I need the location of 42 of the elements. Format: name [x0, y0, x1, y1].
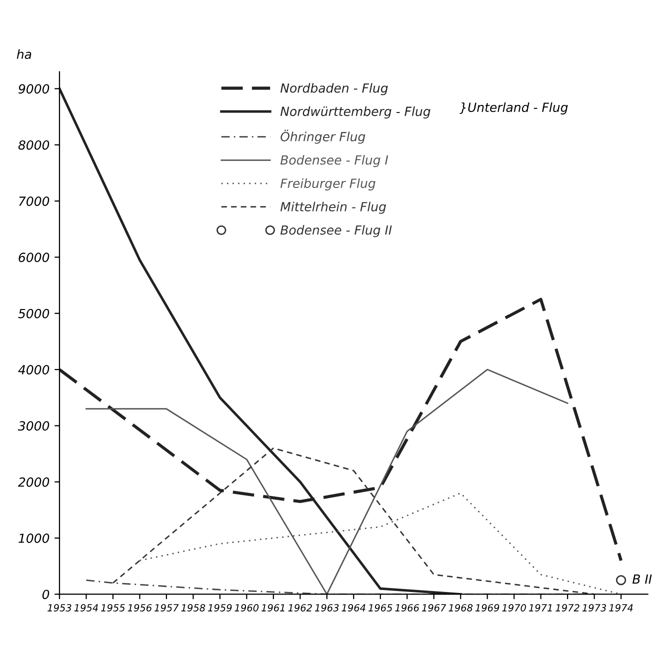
y-tick-label: 3000 [18, 421, 50, 431]
x-tick-label: 1953 [48, 604, 72, 612]
x-tick-label: 1967 [422, 604, 446, 612]
x-tick-label: 1966 [395, 604, 420, 612]
x-tick-label: 1956 [128, 604, 152, 612]
x-tick-label: 1960 [234, 604, 259, 612]
y-tick-label: 5000 [18, 308, 50, 318]
x-tick-label: 1971 [528, 604, 552, 612]
x-tick-label: 1969 [475, 604, 500, 612]
y-axis-title: ha [16, 49, 32, 59]
annotation: }Unterland - Flug [460, 102, 568, 114]
y-tick-label: 1000 [18, 534, 50, 543]
x-tick-label: 1972 [556, 604, 580, 612]
x-tick-label: 1968 [448, 604, 473, 612]
x-tick-label: 1959 [208, 604, 232, 612]
y-tick-label: 4000 [18, 365, 50, 374]
legend-label: Nordwürttemberg - Flug [280, 106, 430, 119]
x-tick-label: 1973 [582, 604, 606, 612]
y-tick-label: 8000 [18, 140, 50, 150]
legend-label: Bodensee - Flug II [280, 225, 392, 238]
y-tick-label: 2000 [18, 477, 50, 487]
x-tick-label: 1974 [609, 604, 633, 612]
x-tick-label: 1970 [502, 604, 526, 612]
y-tick-label: 7000 [19, 196, 50, 206]
x-tick-label: 1955 [101, 604, 125, 612]
x-tick-label: 1964 [342, 604, 366, 612]
x-tick-label: 1963 [315, 604, 339, 612]
x-tick-label: 1958 [181, 604, 206, 612]
x-tick-label: 1961 [262, 604, 284, 612]
x-tick-label: 1954 [74, 604, 98, 612]
x-tick-label: 1957 [154, 604, 179, 612]
legend-label: Bodensee - Flug I [280, 155, 388, 168]
legend-label: Nordbaden - Flug [280, 83, 388, 96]
legend-label: Freiburger Flug [280, 178, 376, 190]
legend-label: Öhringer Flug [280, 130, 366, 144]
annotation: B II [632, 574, 652, 584]
x-tick-label: 1962 [288, 604, 312, 612]
y-tick-label: 9000 [18, 84, 50, 94]
x-tick-label: 1965 [368, 604, 392, 612]
y-tick-label: 0 [42, 590, 50, 600]
legend-label: Mittelrhein - Flug [280, 202, 386, 214]
y-tick-label: 6000 [18, 252, 50, 262]
